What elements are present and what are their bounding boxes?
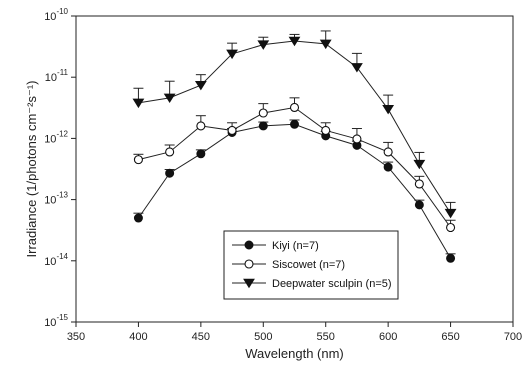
x-tick-label: 600 [379,331,397,343]
marker-open-circle [446,222,456,233]
marker-open-circle [352,134,362,144]
marker-filled-triangle-down [413,159,426,170]
y-tick-base: 10 [44,11,56,23]
x-tick-label: 500 [254,331,272,343]
y-tick-label: 10-14 [44,252,68,268]
marker-open-circle [244,259,254,269]
x-tick-label: 450 [192,331,210,343]
y-tick-label: 10-10 [44,7,68,23]
y-tick-label: 10-13 [44,191,68,207]
marker-open-circle [383,147,393,157]
y-tick-exponent: -15 [56,313,68,322]
legend-label: Deepwater sculpin (n=5) [272,278,392,290]
marker-filled-circle [414,200,424,210]
legend-label: Kiyi (n=7) [272,240,319,252]
marker-filled-triangle-down [194,80,207,91]
y-tick-label: 10-15 [44,313,68,329]
y-axis-label: Irradiance (1/photons cm⁻²s⁻¹) [24,80,39,257]
marker-filled-triangle-down [132,98,145,109]
marker-filled-circle [196,149,206,159]
marker-filled-triangle-down [319,39,332,50]
legend: Kiyi (n=7) Siscowet (n=7) Deepwater sculpi… [223,230,399,300]
marker-open-circle [133,155,143,165]
legend-label: Siscowet (n=7) [272,259,345,271]
marker-open-circle [289,102,300,113]
x-tick-label: 350 [67,331,85,343]
x-tick-label: 550 [317,331,335,343]
marker-open-circle [165,147,175,157]
x-tick-label: 400 [129,331,147,343]
marker-filled-triangle-down [226,49,238,60]
y-tick-exponent: -11 [57,68,69,77]
x-tick-label: 700 [504,331,522,343]
plot-area [75,15,514,323]
marker-filled-circle [165,168,175,178]
y-tick-exponent: -13 [56,191,68,200]
marker-filled-circle [244,240,254,250]
y-tick-base: 10 [44,133,56,145]
data-markers [132,36,457,263]
marker-open-circle [414,179,424,189]
series-lines [138,40,452,259]
marker-filled-triangle-down [382,104,395,115]
y-tick-exponent: -10 [56,7,68,16]
marker-filled-circle [383,162,393,172]
marker-filled-circle [258,121,268,131]
marker-open-circle [196,121,206,131]
marker-open-circle [227,125,237,135]
y-tick-base: 10 [44,256,56,268]
marker-filled-triangle-down [288,36,301,47]
marker-filled-triangle-down [163,93,176,104]
marker-open-circle [321,125,331,135]
marker-filled-circle [133,213,143,223]
y-tick-base: 10 [44,195,56,207]
marker-filled-circle [446,253,456,263]
marker-filled-triangle-down [444,208,457,219]
marker-filled-triangle-down [243,278,255,289]
marker-filled-circle [290,119,299,129]
marker-open-circle [258,108,268,118]
y-tick-base: 10 [44,317,56,329]
plot-border [75,15,514,323]
error-bars [133,30,456,259]
y-tick-label: 10-12 [44,129,68,145]
x-axis-ticks: 350 400 450 500 550 600 650 700 [67,322,522,343]
x-tick-label: 650 [441,331,459,343]
y-tick-label: 10-11 [45,68,69,84]
y-tick-exponent: -14 [56,252,68,261]
marker-filled-triangle-down [257,40,270,50]
y-tick-exponent: -12 [56,129,68,138]
y-tick-base: 10 [45,72,57,84]
x-axis-label: Wavelength (nm) [245,346,344,361]
marker-filled-triangle-down [351,63,363,73]
